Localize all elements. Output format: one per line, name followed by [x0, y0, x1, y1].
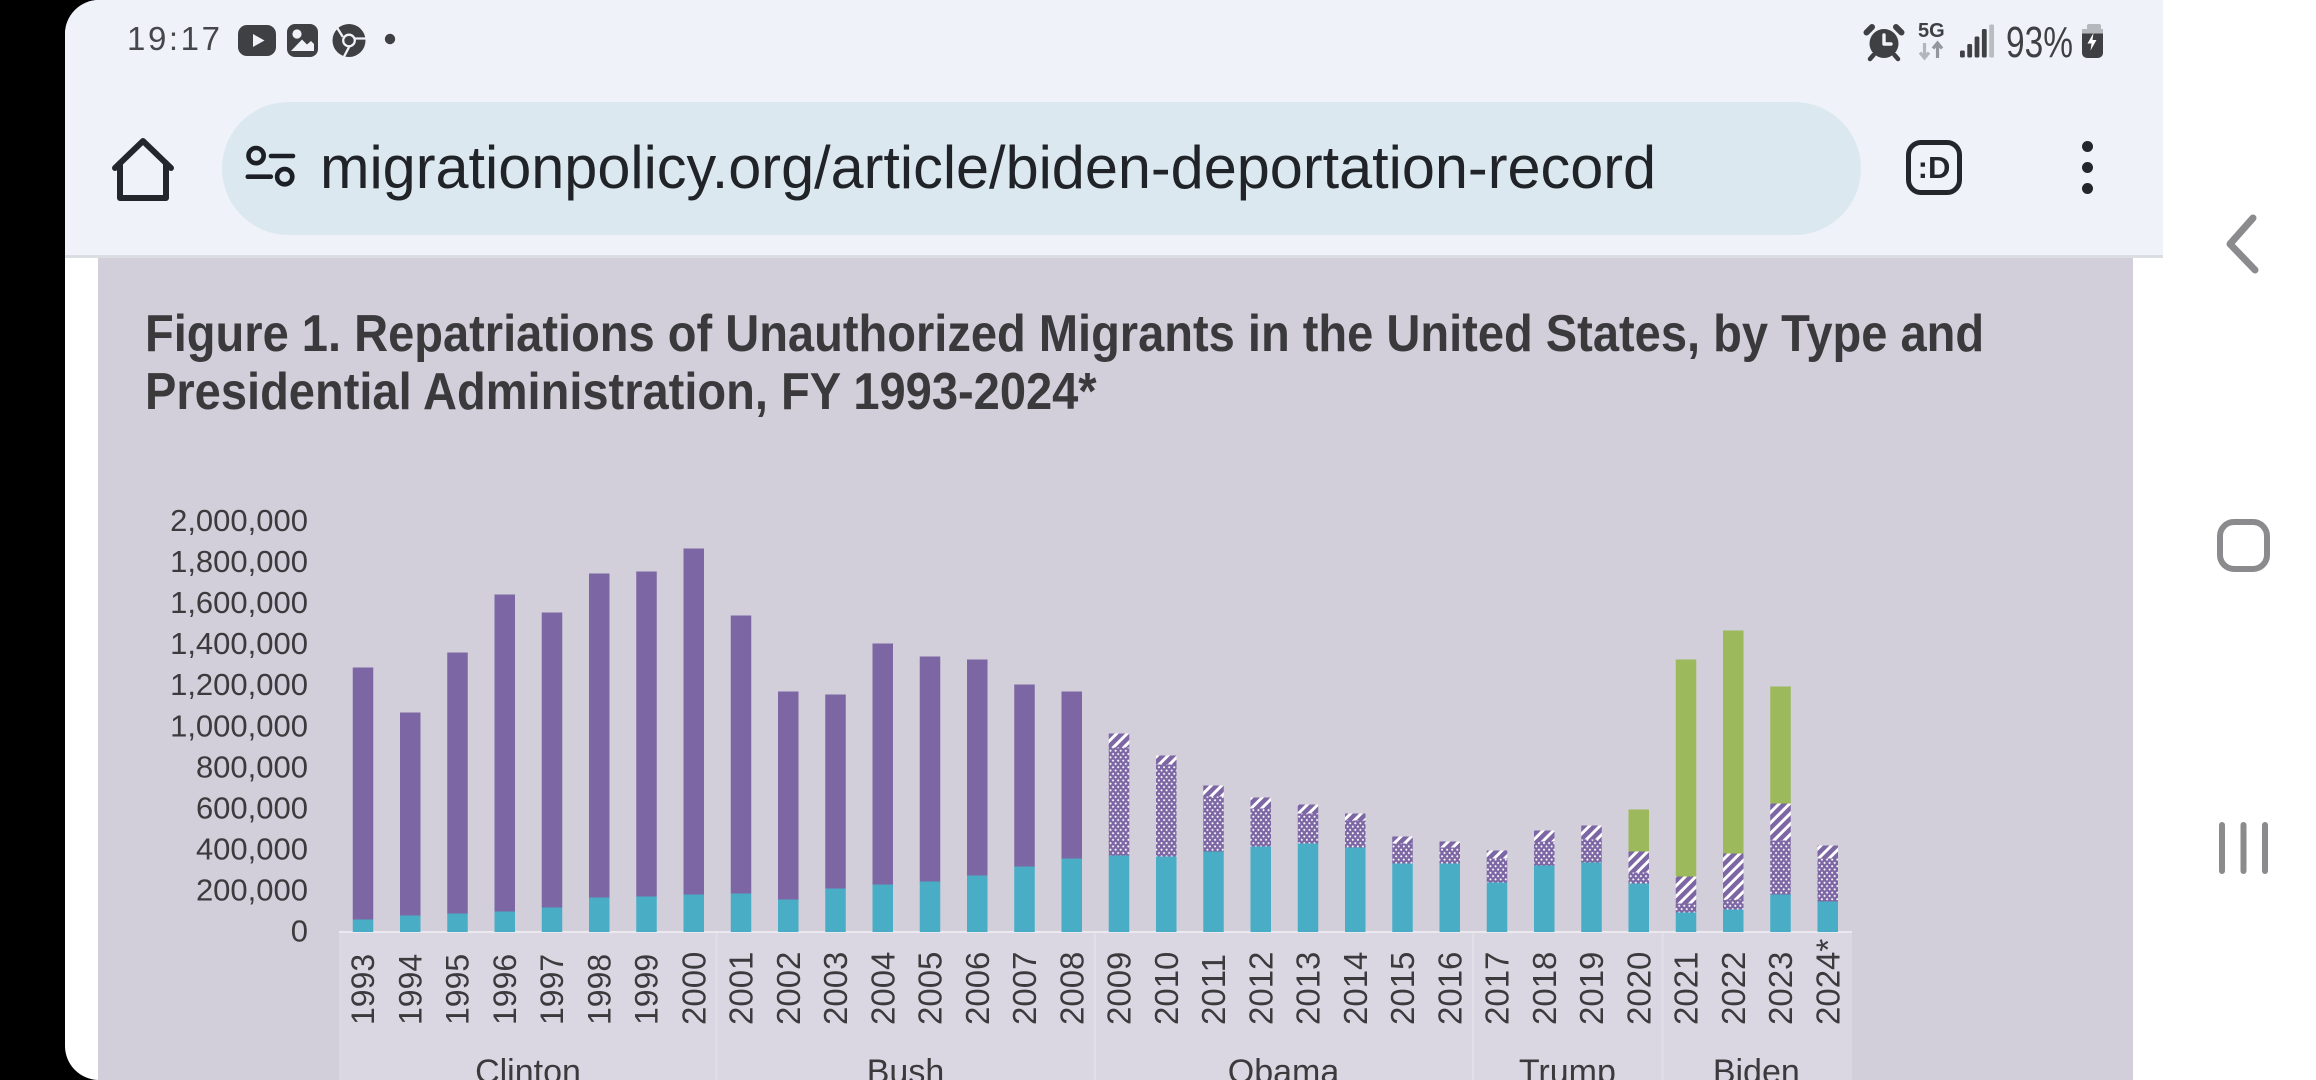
svg-text:1,200,000: 1,200,000: [170, 667, 308, 702]
svg-text:1,600,000: 1,600,000: [170, 585, 308, 620]
svg-text:2022: 2022: [1715, 952, 1752, 1025]
svg-text:2009: 2009: [1101, 952, 1138, 1025]
svg-text:1997: 1997: [534, 954, 570, 1025]
svg-text:Bush: Bush: [867, 1053, 945, 1080]
svg-text:2015: 2015: [1384, 952, 1421, 1025]
svg-text:2024*: 2024*: [1809, 939, 1846, 1025]
svg-text:1994: 1994: [392, 954, 428, 1025]
svg-text:2008: 2008: [1053, 952, 1090, 1025]
svg-text:2006: 2006: [959, 952, 996, 1025]
svg-text:Trump: Trump: [1519, 1053, 1616, 1080]
svg-text:2003: 2003: [817, 952, 854, 1025]
svg-text:2018: 2018: [1526, 952, 1563, 1025]
svg-text:Clinton: Clinton: [475, 1053, 581, 1080]
svg-text:2,000,000: 2,000,000: [170, 503, 308, 538]
svg-text:1996: 1996: [487, 954, 523, 1025]
svg-text:1995: 1995: [440, 954, 476, 1025]
svg-text:2013: 2013: [1290, 952, 1327, 1025]
svg-text:2021: 2021: [1668, 952, 1705, 1025]
svg-text:2011: 2011: [1195, 954, 1232, 1025]
svg-text:200,000: 200,000: [196, 872, 308, 907]
svg-text:1999: 1999: [629, 954, 665, 1025]
svg-text:2000: 2000: [675, 952, 712, 1025]
svg-text:Obama: Obama: [1228, 1053, 1340, 1080]
svg-text:2017: 2017: [1479, 952, 1516, 1025]
svg-text:5G: 5G: [1918, 20, 1945, 42]
svg-text:2012: 2012: [1242, 952, 1279, 1025]
svg-text:93%: 93%: [2006, 19, 2073, 64]
svg-text:1,800,000: 1,800,000: [170, 544, 308, 579]
svg-text:2002: 2002: [770, 952, 807, 1025]
svg-text:2010: 2010: [1148, 952, 1185, 1025]
svg-text:2001: 2001: [723, 952, 760, 1025]
svg-text:1,000,000: 1,000,000: [170, 708, 308, 743]
svg-text:800,000: 800,000: [196, 749, 308, 784]
svg-text:Biden: Biden: [1713, 1053, 1800, 1080]
svg-text:2007: 2007: [1006, 952, 1043, 1025]
svg-text:2014: 2014: [1337, 952, 1374, 1025]
svg-text:1993: 1993: [345, 954, 381, 1025]
svg-text:1,400,000: 1,400,000: [170, 626, 308, 661]
svg-text:2005: 2005: [912, 952, 949, 1025]
svg-text:2016: 2016: [1431, 952, 1468, 1025]
svg-text:2020: 2020: [1620, 952, 1657, 1025]
svg-text:1998: 1998: [581, 954, 617, 1025]
svg-text:600,000: 600,000: [196, 790, 308, 825]
svg-text:2019: 2019: [1573, 952, 1610, 1025]
svg-text:2023: 2023: [1762, 952, 1799, 1025]
svg-text:2004: 2004: [864, 952, 901, 1025]
svg-text:400,000: 400,000: [196, 831, 308, 866]
svg-text:0: 0: [291, 914, 308, 949]
